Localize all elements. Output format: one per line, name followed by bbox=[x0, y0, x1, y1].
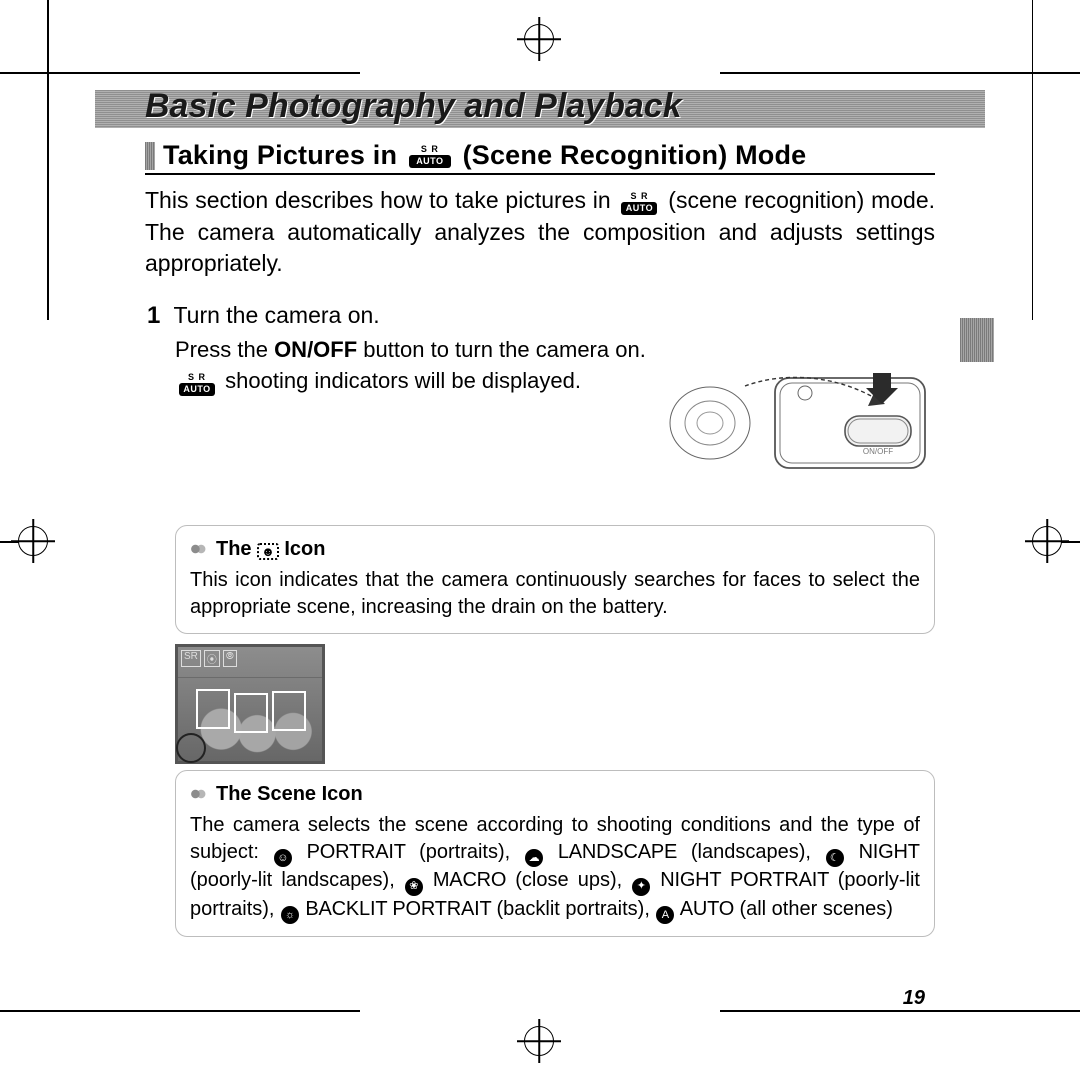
note-scene-icon: The Scene Icon The camera selects the sc… bbox=[175, 770, 935, 937]
section-title-prefix: Taking Pictures in bbox=[163, 140, 397, 170]
chapter-header-band: Basic Photography and Playback bbox=[95, 90, 985, 128]
note-face-icon: The ☻ Icon This icon indicates that the … bbox=[175, 525, 935, 634]
scene-glyph-icon: ☺ bbox=[274, 849, 292, 867]
tip-icon bbox=[190, 787, 208, 801]
page-content: Basic Photography and Playback Taking Pi… bbox=[95, 90, 985, 1010]
sr-auto-icon: S RAUTO bbox=[621, 191, 657, 213]
section-title-row: Taking Pictures in S RAUTO (Scene Recogn… bbox=[145, 140, 935, 175]
scene-glyph-icon: ✦ bbox=[632, 878, 650, 896]
note-title: The ☻ Icon bbox=[190, 536, 920, 563]
chapter-title: Basic Photography and Playback bbox=[145, 87, 682, 126]
callout-circle-icon bbox=[176, 733, 206, 763]
section-title-suffix: (Scene Recognition) Mode bbox=[463, 140, 807, 170]
sr-auto-icon: S RAUTO bbox=[179, 372, 215, 394]
face-detect-icon: ☻ bbox=[257, 543, 279, 560]
scene-glyph-icon: ☾ bbox=[826, 849, 844, 867]
camera-illustration: ON/OFF bbox=[660, 368, 935, 476]
step-body: Press the ON/OFF button to turn the came… bbox=[175, 334, 660, 396]
scene-glyph-icon: A bbox=[656, 906, 674, 924]
note-body: This icon indicates that the camera cont… bbox=[190, 567, 920, 621]
lcd-example: SR⦿⦾ bbox=[175, 644, 325, 764]
scene-glyph-icon: ☼ bbox=[281, 906, 299, 924]
intro-paragraph: This section describes how to take pictu… bbox=[145, 185, 935, 280]
scene-glyph-icon: ☁ bbox=[525, 849, 543, 867]
camera-onoff-label: ON/OFF bbox=[863, 447, 893, 456]
step-number: 1 bbox=[147, 302, 169, 330]
note-title: The Scene Icon bbox=[190, 781, 920, 808]
page-number: 19 bbox=[903, 987, 925, 1010]
section-title: Taking Pictures in S RAUTO (Scene Recogn… bbox=[163, 140, 806, 171]
step-heading: Turn the camera on. bbox=[173, 302, 379, 328]
tip-icon bbox=[190, 542, 208, 556]
intro-line-1: This section describes how to take pictu… bbox=[145, 187, 611, 213]
onoff-label: ON/OFF bbox=[274, 337, 357, 362]
section-title-ornament bbox=[145, 142, 155, 170]
sr-auto-icon: S RAUTO bbox=[409, 144, 451, 170]
scene-glyph-icon: ❀ bbox=[405, 878, 423, 896]
scene-list: ☺ PORTRAIT (portraits), ☁ LANDSCAPE (lan… bbox=[190, 841, 920, 920]
